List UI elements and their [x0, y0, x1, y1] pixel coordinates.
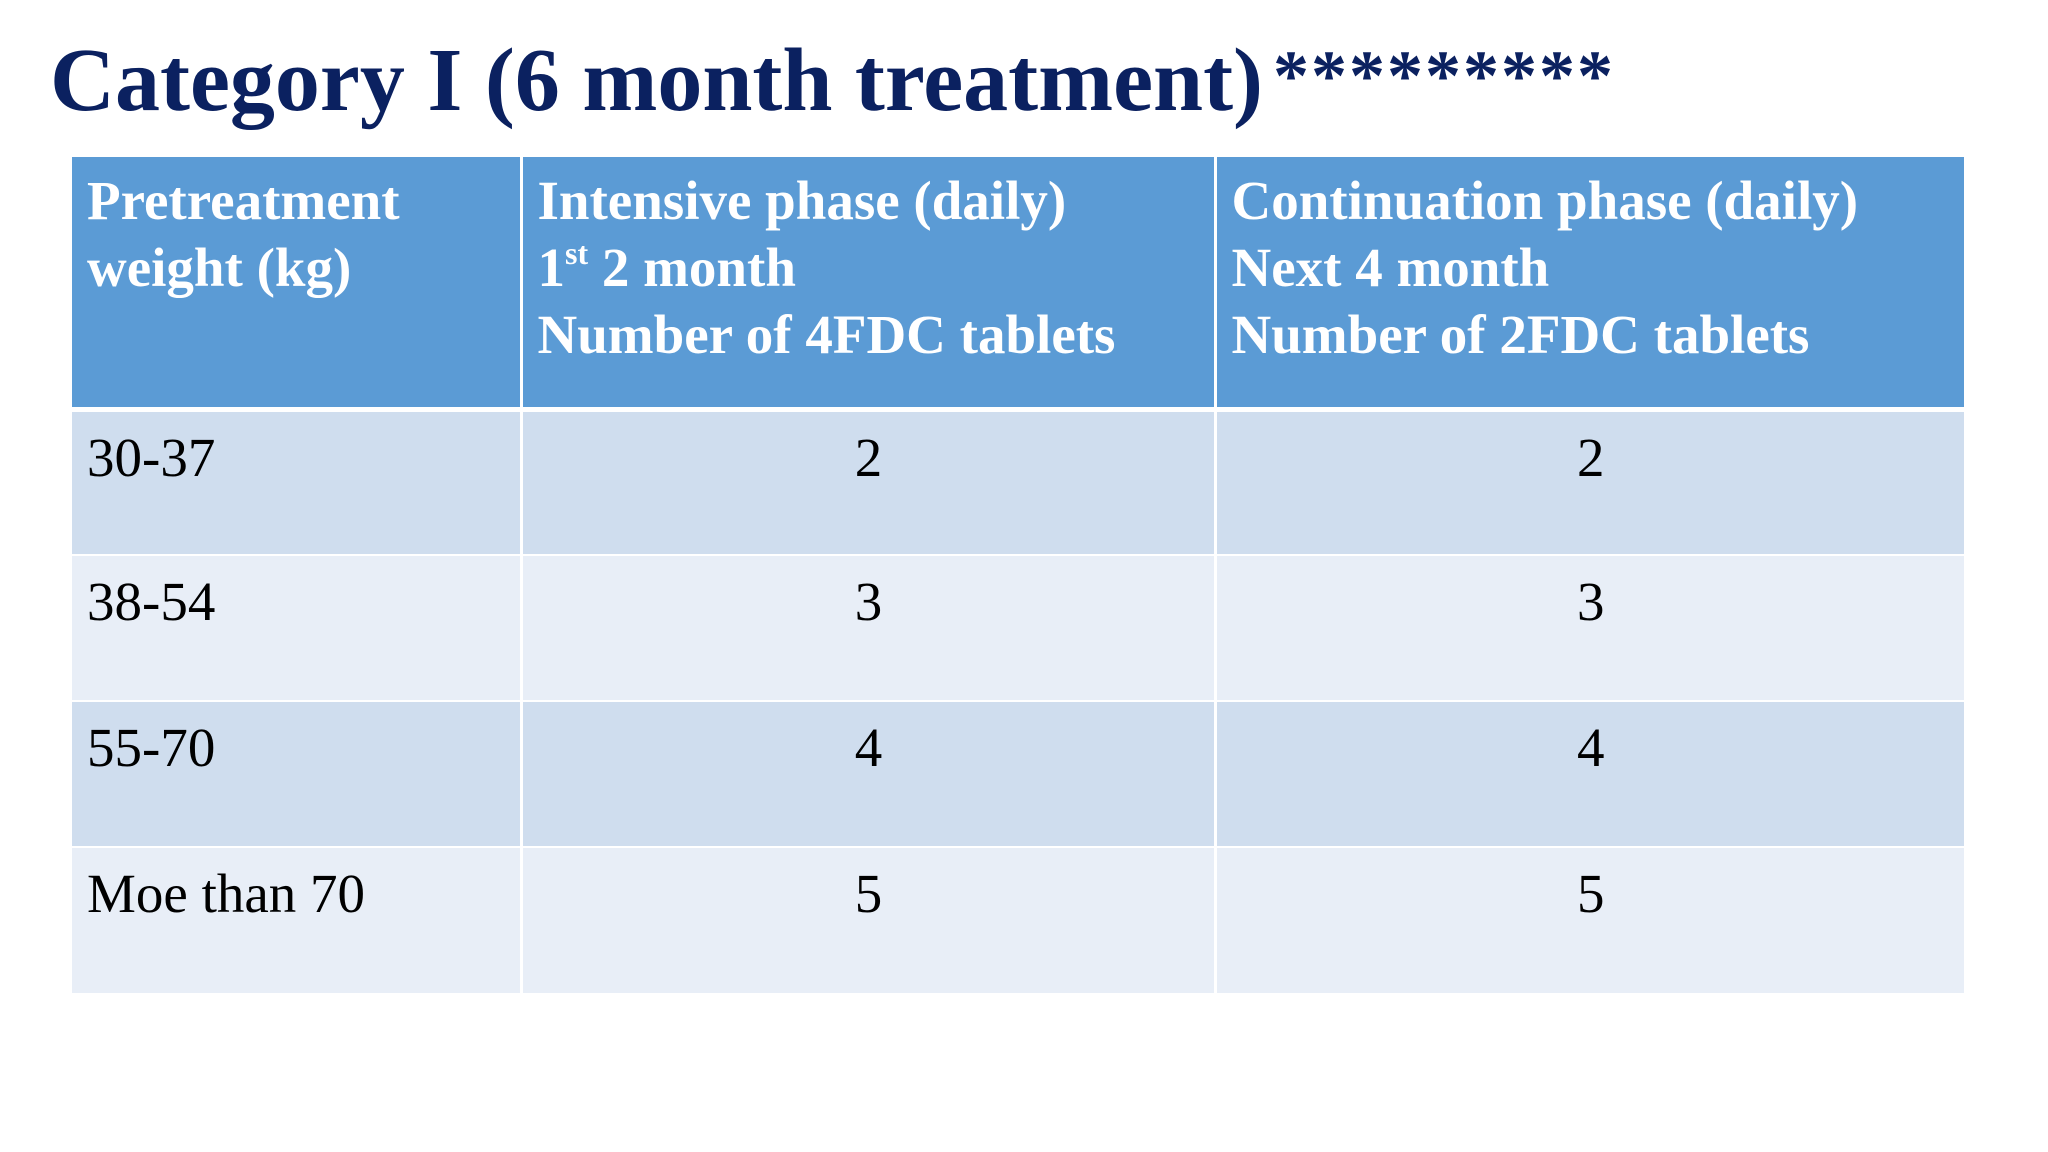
- header-superscript: st: [565, 235, 589, 271]
- header-line: Intensive phase (daily): [537, 170, 1067, 231]
- header-line-prefix: 1: [537, 237, 566, 298]
- table-row: Moe than 70 5 5: [72, 846, 1964, 993]
- header-line-suffix: 2 month: [588, 237, 796, 298]
- header-intensive-phase: Intensive phase (daily) 1st 2 month Numb…: [519, 157, 1215, 412]
- cell-intensive-tablets: 2: [519, 408, 1215, 555]
- header-line: Next 4 month: [1231, 237, 1550, 298]
- header-line: Number of 4FDC tablets: [537, 304, 1116, 365]
- header-line: weight (kg): [87, 237, 352, 298]
- table-row: 38-54 3 3: [72, 554, 1964, 701]
- cell-intensive-tablets: 4: [519, 700, 1215, 847]
- dosage-table: Pretreatment weight (kg) Intensive phase…: [72, 157, 1964, 993]
- slide-title-stars: *********: [1273, 36, 1616, 116]
- header-pretreatment-weight: Pretreatment weight (kg): [72, 157, 521, 412]
- table-header-row: Pretreatment weight (kg) Intensive phase…: [72, 157, 1964, 412]
- table-row: 30-37 2 2: [72, 408, 1964, 555]
- header-line: Number of 2FDC tablets: [1231, 304, 1810, 365]
- slide-title-text: Category I (6 month treatment): [50, 31, 1264, 130]
- cell-intensive-tablets: 3: [519, 554, 1215, 701]
- cell-continuation-tablets: 5: [1213, 846, 1964, 993]
- cell-continuation-tablets: 2: [1213, 408, 1964, 555]
- cell-continuation-tablets: 4: [1213, 700, 1964, 847]
- cell-weight: 30-37: [72, 408, 521, 555]
- cell-weight: 38-54: [72, 554, 521, 701]
- header-line: Continuation phase (daily): [1231, 170, 1859, 231]
- cell-intensive-tablets: 5: [519, 846, 1215, 993]
- cell-weight: 55-70: [72, 700, 521, 847]
- cell-weight: Moe than 70: [72, 846, 521, 993]
- slide-title: Category I (6 month treatment) *********: [50, 36, 1615, 126]
- table-row: 55-70 4 4: [72, 700, 1964, 847]
- header-line: 1st 2 month: [538, 234, 1200, 301]
- header-continuation-phase: Continuation phase (daily) Next 4 month …: [1213, 157, 1964, 412]
- header-line: Pretreatment: [87, 170, 400, 231]
- cell-continuation-tablets: 3: [1213, 554, 1964, 701]
